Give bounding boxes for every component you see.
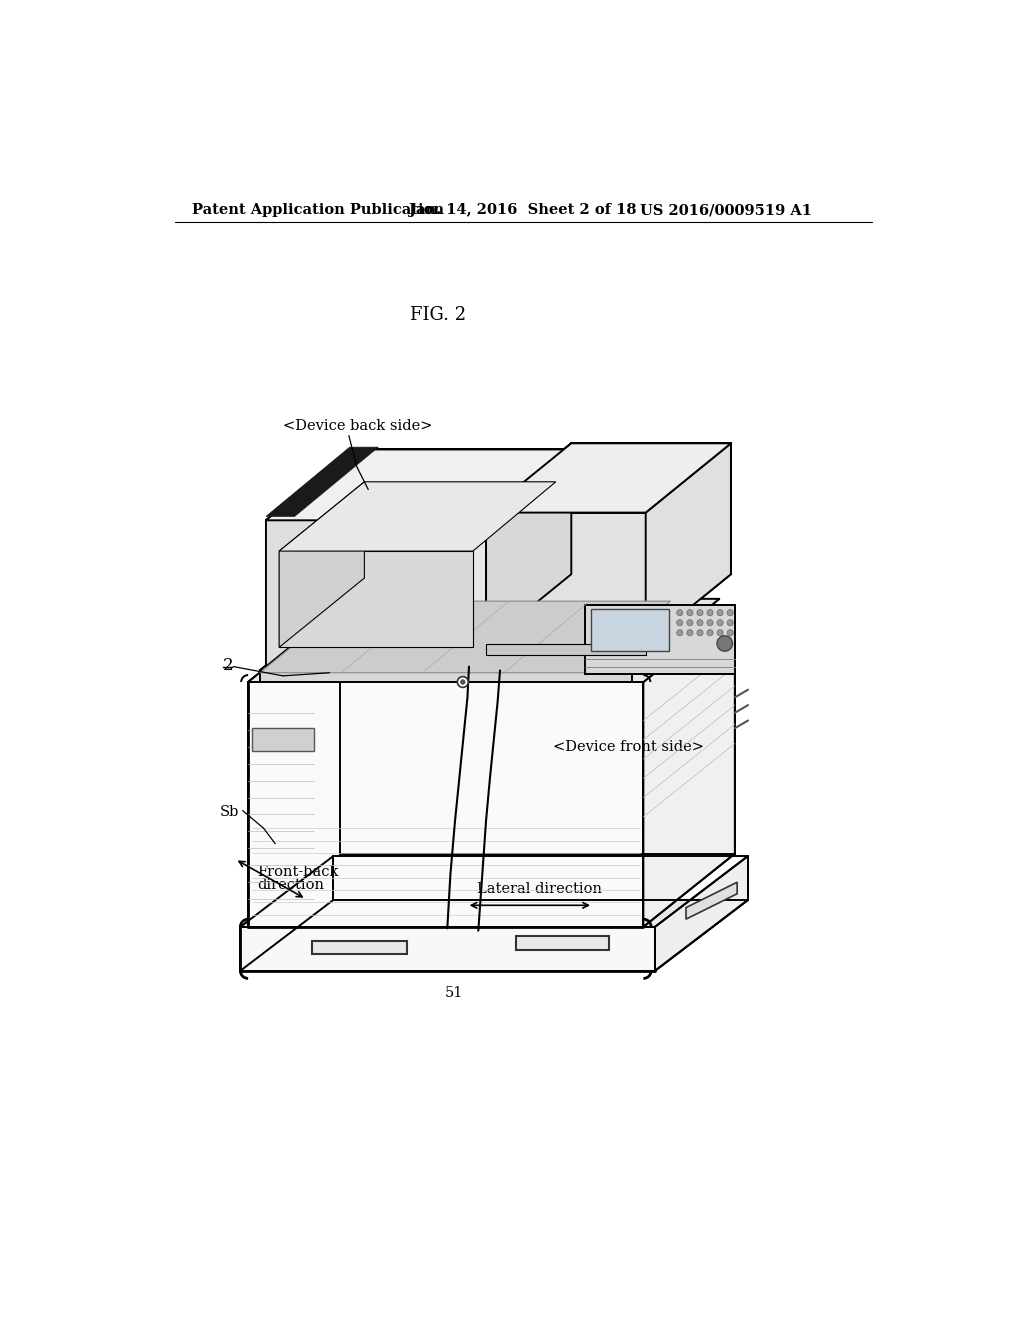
Polygon shape [248, 609, 735, 682]
Polygon shape [515, 936, 608, 950]
Polygon shape [646, 444, 731, 644]
Polygon shape [486, 444, 571, 644]
Polygon shape [266, 447, 378, 516]
Polygon shape [260, 671, 632, 682]
Circle shape [717, 619, 723, 626]
Text: 2: 2 [222, 657, 233, 675]
Circle shape [707, 619, 713, 626]
Polygon shape [643, 609, 735, 927]
Polygon shape [266, 520, 486, 667]
Text: direction: direction [257, 878, 325, 892]
Polygon shape [686, 882, 737, 919]
Text: <Device back side>: <Device back side> [283, 418, 432, 433]
Text: Front-back: Front-back [257, 866, 339, 879]
Circle shape [727, 619, 733, 626]
Circle shape [727, 630, 733, 636]
Text: 51: 51 [444, 986, 463, 1001]
Circle shape [697, 619, 703, 626]
Polygon shape [486, 444, 731, 512]
Polygon shape [248, 682, 643, 927]
Polygon shape [266, 449, 571, 520]
Circle shape [717, 630, 723, 636]
Polygon shape [252, 729, 314, 751]
Polygon shape [280, 482, 365, 647]
Circle shape [687, 610, 693, 615]
Polygon shape [655, 855, 748, 970]
Text: Lateral direction: Lateral direction [477, 882, 602, 896]
Polygon shape [586, 605, 735, 675]
Text: <Device front side>: <Device front side> [553, 739, 703, 754]
Polygon shape [280, 552, 473, 647]
Circle shape [677, 610, 683, 615]
Polygon shape [266, 449, 352, 667]
Polygon shape [280, 482, 556, 552]
Polygon shape [592, 609, 669, 651]
Circle shape [707, 610, 713, 615]
Circle shape [687, 619, 693, 626]
Polygon shape [260, 599, 719, 671]
Circle shape [707, 630, 713, 636]
Polygon shape [241, 900, 748, 970]
Circle shape [717, 636, 732, 651]
Circle shape [697, 630, 703, 636]
Polygon shape [241, 855, 334, 970]
Circle shape [458, 677, 468, 688]
Polygon shape [352, 449, 571, 595]
Text: US 2016/0009519 A1: US 2016/0009519 A1 [640, 203, 811, 216]
Polygon shape [486, 512, 646, 644]
Text: FIG. 2: FIG. 2 [410, 306, 466, 325]
Polygon shape [312, 941, 407, 954]
Circle shape [687, 630, 693, 636]
Circle shape [677, 619, 683, 626]
Polygon shape [241, 927, 655, 970]
Text: Patent Application Publication: Patent Application Publication [193, 203, 444, 216]
Circle shape [677, 630, 683, 636]
Polygon shape [486, 644, 646, 655]
Circle shape [461, 680, 465, 684]
Circle shape [717, 610, 723, 615]
Polygon shape [486, 449, 571, 667]
Circle shape [697, 610, 703, 615]
Circle shape [727, 610, 733, 615]
Polygon shape [248, 609, 340, 927]
Polygon shape [260, 601, 671, 673]
Text: Sb: Sb [219, 805, 239, 820]
Text: Jan. 14, 2016  Sheet 2 of 18: Jan. 14, 2016 Sheet 2 of 18 [409, 203, 636, 216]
